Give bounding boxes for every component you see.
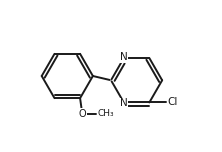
Text: N: N [120, 52, 128, 62]
Text: Cl: Cl [167, 97, 177, 107]
Text: O: O [78, 109, 86, 119]
Text: CH₃: CH₃ [97, 109, 114, 118]
Text: N: N [120, 98, 128, 109]
